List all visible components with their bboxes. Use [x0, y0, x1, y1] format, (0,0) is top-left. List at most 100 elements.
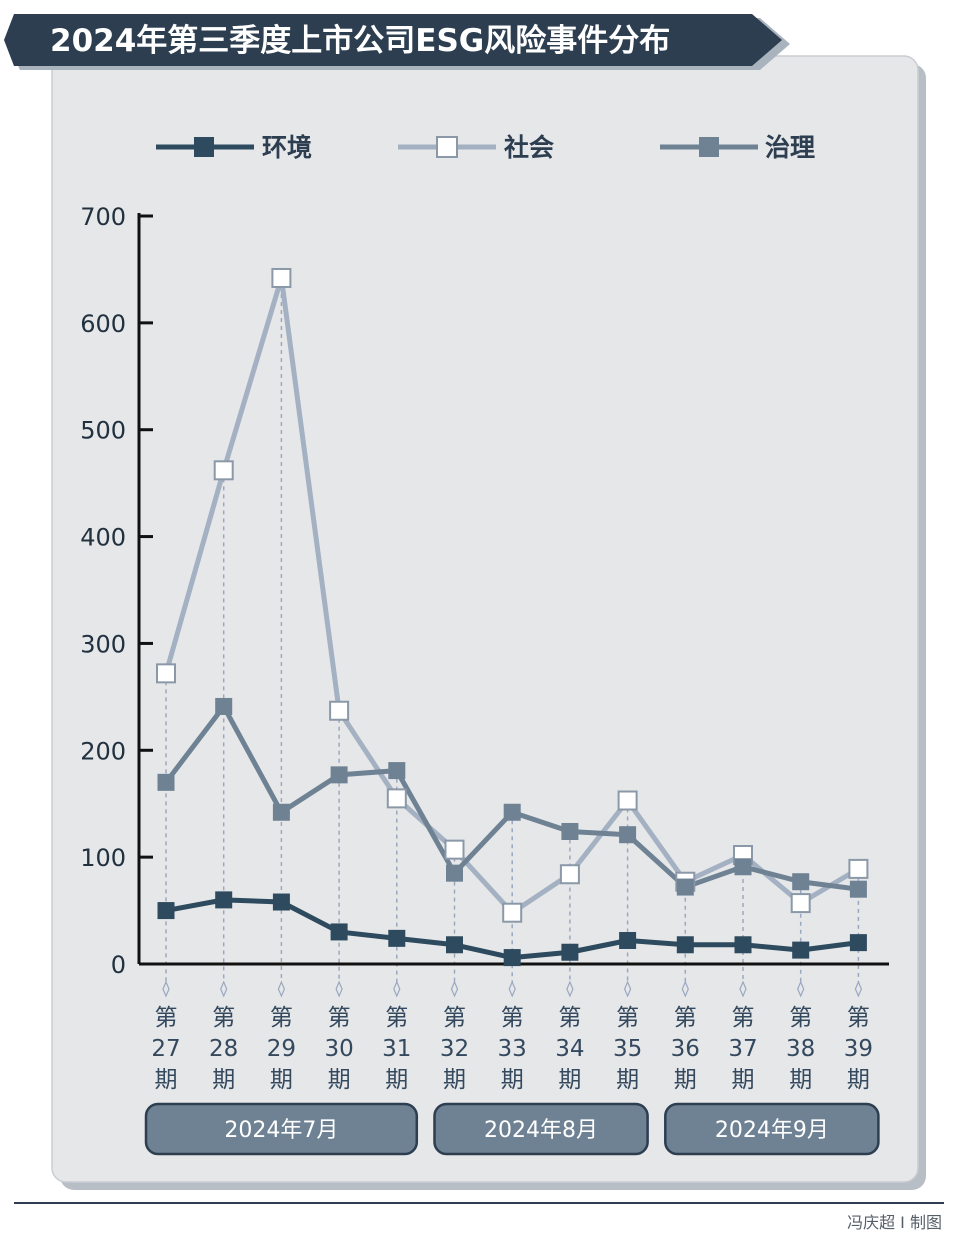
marker-社会-1: [213, 460, 234, 481]
legend-item-social: 社会: [398, 133, 554, 162]
marker-环境-10: [734, 936, 752, 954]
x-tick-label: 35: [613, 1036, 642, 1062]
y-tick-label: 600: [80, 310, 126, 338]
x-tick-label: 第: [155, 1005, 178, 1031]
marker-环境-7: [561, 943, 579, 961]
x-tick-label: 期: [674, 1067, 697, 1093]
guide-diamond: [797, 980, 805, 998]
x-tick-label: 32: [440, 1036, 469, 1062]
marker-治理-8: [619, 826, 637, 844]
guide-diamond: [277, 980, 286, 998]
month-bands: 2024年7月 2024年8月 2024年9月: [144, 1102, 880, 1156]
marker-社会-11: [790, 893, 811, 914]
marker-治理-2: [272, 803, 290, 821]
x-tick-label: 34: [555, 1036, 584, 1062]
x-tick-label: 期: [155, 1067, 178, 1093]
guide-diamond: [220, 980, 228, 998]
marker-环境-8: [619, 931, 637, 949]
x-tick-label: 第: [847, 1005, 870, 1031]
marker-环境-0: [157, 902, 175, 920]
marker-环境-2: [272, 893, 290, 911]
x-tick-label: 第: [616, 1005, 639, 1031]
y-tick-label: 100: [80, 844, 126, 872]
month-band: [144, 1102, 419, 1156]
marker-治理-3: [330, 766, 348, 784]
credit: 冯庆超 I 制图: [847, 1213, 942, 1232]
x-tick-label: 期: [847, 1067, 870, 1093]
marker-治理-0: [157, 773, 175, 791]
x-tick-label: 28: [209, 1036, 238, 1062]
x-tick-label: 期: [385, 1067, 408, 1093]
x-tick-label: 期: [616, 1067, 639, 1093]
x-tick-label: 29: [267, 1036, 296, 1062]
marker-环境-3: [330, 923, 348, 941]
marker-环境-12: [849, 934, 867, 952]
x-tick-label: 期: [270, 1067, 293, 1093]
x-tick-label: 38: [786, 1036, 815, 1062]
month-band: [433, 1102, 649, 1156]
x-tick-label: 33: [498, 1036, 527, 1062]
x-tick-label: 31: [382, 1036, 411, 1062]
marker-社会-7: [559, 864, 580, 885]
marker-环境-9: [676, 936, 694, 954]
guide-diamond: [681, 980, 689, 998]
marker-社会-6: [502, 902, 523, 923]
marker-治理-7: [561, 822, 579, 840]
marker-环境-11: [792, 941, 810, 959]
marker-社会-8: [617, 790, 638, 811]
marker-社会-3: [329, 700, 350, 721]
x-tick-label: 第: [501, 1005, 524, 1031]
y-tick-label: 500: [80, 417, 126, 445]
marker-社会-5: [444, 839, 465, 860]
x-tick-label: 30: [324, 1036, 353, 1062]
marker-治理-4: [388, 762, 406, 780]
legend-item-environment: 环境: [156, 133, 312, 162]
guide-diamond: [739, 980, 747, 998]
series-markers: [156, 267, 869, 967]
legend-item-governance: 治理: [660, 133, 815, 162]
marker-社会-12: [848, 858, 869, 879]
y-tick-label: 0: [111, 951, 126, 979]
x-tick-label: 37: [728, 1036, 757, 1062]
marker-环境-6: [503, 949, 521, 967]
x-tick-label: 27: [151, 1036, 180, 1062]
guide-diamond: [854, 980, 863, 998]
x-tick-label: 期: [212, 1067, 235, 1093]
guide-diamond: [623, 980, 632, 998]
month-band: [664, 1102, 880, 1156]
month-label: 2024年7月: [224, 1118, 338, 1143]
legend-marker-governance: [699, 137, 719, 157]
y-ticks: 0 100 200 300 400 500 600 700: [80, 203, 153, 979]
guide-diamond: [450, 980, 459, 998]
legend-marker-environment: [194, 137, 214, 157]
x-tick-label: 36: [671, 1036, 700, 1062]
x-tick-label: 第: [789, 1005, 812, 1031]
y-tick-label: 300: [80, 630, 126, 658]
x-tick-label: 第: [385, 1005, 408, 1031]
marker-治理-11: [792, 873, 810, 891]
guide-diamond: [162, 980, 170, 998]
y-tick-label: 400: [80, 524, 126, 552]
marker-治理-1: [215, 697, 233, 715]
marker-社会-2: [271, 267, 292, 288]
y-tick-label: 700: [80, 203, 126, 231]
marker-社会-0: [156, 663, 176, 684]
x-labels: 第 27 期 第 28 期 第 29 期 第 30 期 第 31 期 第 32 期 第 33 期 第 34 期 第 35 期 第 36 期…: [151, 1005, 873, 1093]
marker-环境-5: [446, 936, 463, 954]
marker-治理-9: [676, 878, 694, 896]
guide-diamond: [335, 980, 343, 998]
guide-diamond: [508, 980, 516, 998]
x-tick-label: 第: [328, 1005, 351, 1031]
x-tick-label: 第: [443, 1005, 466, 1031]
x-tick-label: 期: [732, 1067, 755, 1093]
x-tick-label: 第: [212, 1005, 235, 1031]
guide-diamond: [393, 980, 401, 998]
x-tick-label: 期: [558, 1067, 581, 1093]
legend-label-environment: 环境: [262, 133, 312, 162]
x-tick-label: 期: [501, 1067, 524, 1093]
legend-marker-social: [436, 136, 458, 158]
guide-diamond: [566, 980, 574, 998]
x-tick-label: 第: [674, 1005, 697, 1031]
marker-治理-10: [734, 858, 752, 876]
x-tick-label: 期: [789, 1067, 812, 1093]
